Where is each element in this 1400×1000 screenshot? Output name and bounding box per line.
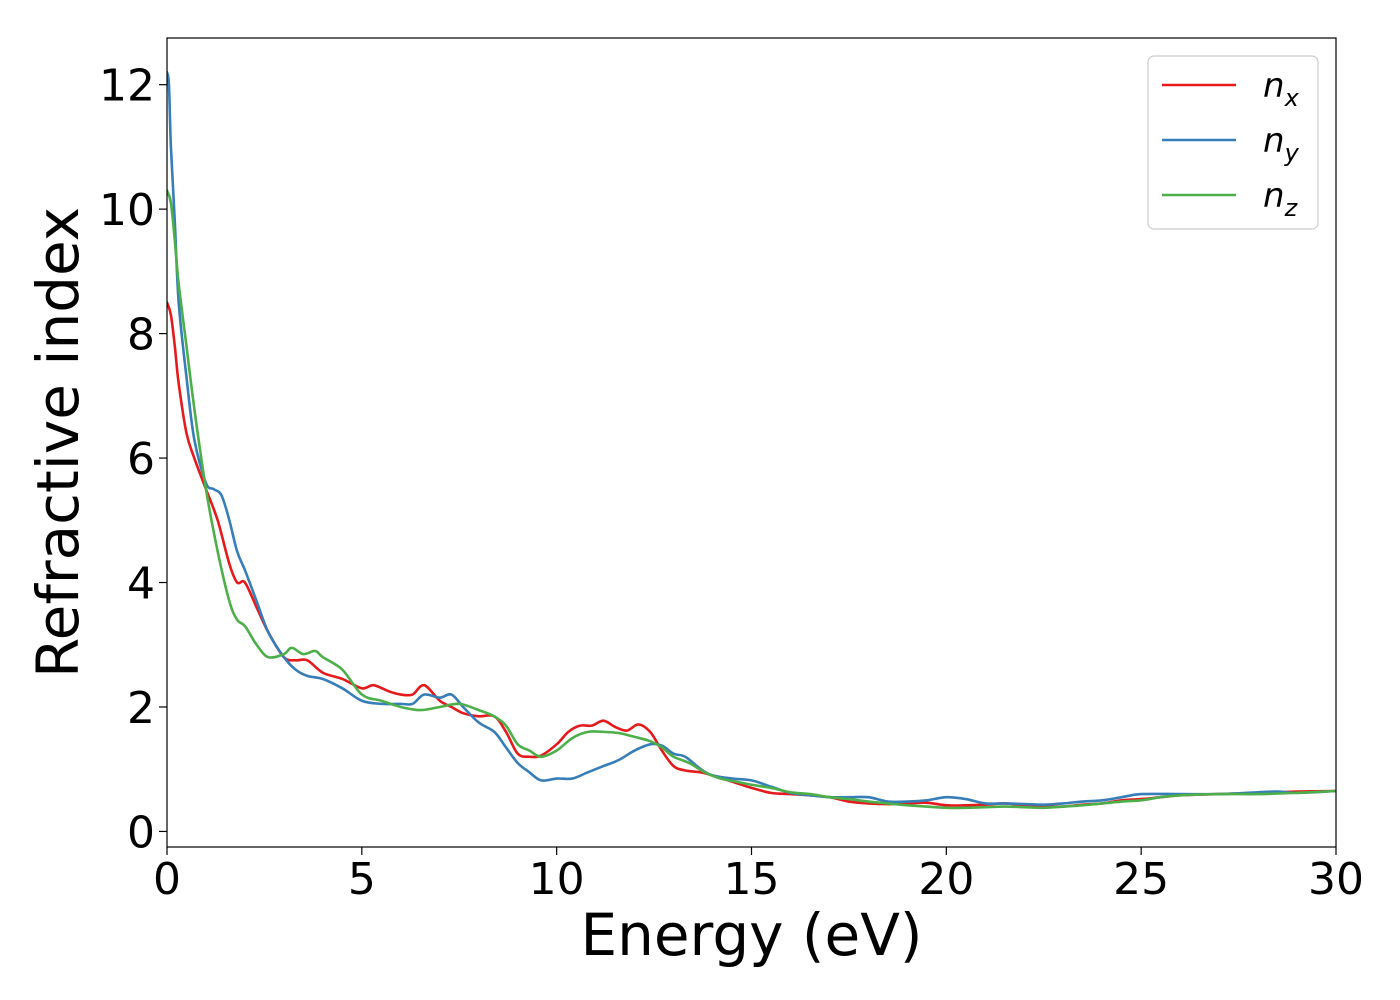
x-tick-label: 20 [918, 854, 974, 905]
x-tick-label: 10 [529, 854, 585, 905]
y-tick-label: 8 [127, 310, 155, 361]
y-axis-ticks: 0 2 4 6 8 10 12 [99, 61, 167, 858]
legend-label-subscript: y [1284, 139, 1300, 167]
legend-label-base: n [1263, 121, 1285, 161]
x-tick-label: 15 [724, 854, 780, 905]
legend-label-base: n [1263, 66, 1285, 106]
legend-label-subscript: x [1284, 84, 1300, 112]
y-tick-label: 10 [99, 185, 155, 236]
y-tick-label: 4 [127, 559, 155, 610]
x-axis-label: Energy (eV) [580, 901, 922, 969]
x-tick-label: 25 [1113, 854, 1169, 905]
x-tick-label: 0 [153, 854, 181, 905]
y-axis-label: Refractive index [24, 207, 92, 678]
x-axis-ticks: 0 5 10 15 20 25 30 [153, 847, 1364, 905]
legend-label-y: ny [1263, 121, 1300, 167]
y-tick-label: 0 [127, 807, 155, 858]
x-tick-label: 30 [1308, 854, 1364, 905]
x-tick-label: 5 [348, 854, 376, 905]
y-tick-label: 2 [127, 683, 155, 734]
y-tick-label: 6 [127, 434, 155, 485]
legend-label-base: n [1263, 176, 1285, 216]
series-layer [167, 70, 1336, 810]
series-line-z [167, 189, 1336, 810]
legend-frame [1147, 55, 1319, 230]
y-tick-label: 12 [99, 61, 155, 112]
legend-label-x: nx [1263, 66, 1300, 112]
legend-label-z: nz [1263, 176, 1299, 222]
legend-label-subscript: z [1284, 194, 1299, 222]
series-line-y [167, 70, 1336, 806]
